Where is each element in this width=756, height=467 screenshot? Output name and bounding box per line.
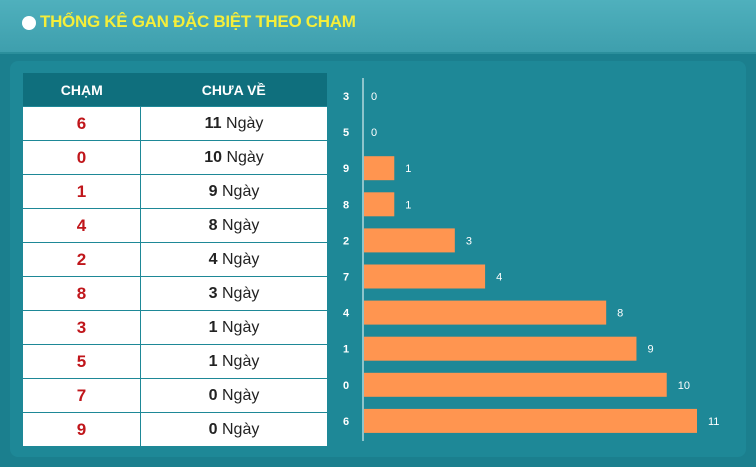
bar <box>364 156 395 181</box>
table-row: 6 11 Ngày <box>23 106 327 141</box>
chua-ve-cell: 10 Ngày <box>140 140 327 175</box>
days-count: 0 <box>208 420 218 438</box>
cham-cell: 5 <box>23 344 141 379</box>
days-count: 4 <box>208 250 218 268</box>
days-unit: Ngày <box>221 114 264 132</box>
days-count: 1 <box>208 318 218 336</box>
chart-bars: 3 05 09 18 12 37 44 81 90 106 11 <box>343 91 719 433</box>
column-header-cham: CHẠM <box>23 73 141 107</box>
days-unit: Ngày <box>217 284 260 302</box>
days-count: 3 <box>208 284 218 302</box>
gan-table: CHẠM CHƯA VỀ 6 11 Ngày 0 10 Ngày 1 9 Ngày 4 8 N… <box>23 73 327 446</box>
category-label: 9 <box>343 163 349 175</box>
days-unit: Ngày <box>217 352 260 370</box>
table-row: 0 10 Ngày <box>23 140 327 175</box>
chua-ve-cell: 9 Ngày <box>140 174 327 209</box>
chua-ve-cell: 0 Ngày <box>140 378 327 413</box>
category-label: 2 <box>343 235 349 247</box>
days-unit: Ngày <box>217 250 260 268</box>
days-count: 9 <box>208 182 218 200</box>
category-label: 6 <box>343 416 349 428</box>
value-label: 9 <box>647 344 653 356</box>
value-label: 0 <box>371 127 377 139</box>
bar <box>364 408 697 433</box>
days-unit: Ngày <box>217 318 260 336</box>
page-title: THỐNG KÊ GAN ĐẶC BIỆT THEO CHẠM <box>40 12 356 31</box>
chua-ve-cell: 8 Ngày <box>140 208 327 243</box>
bar <box>364 300 607 325</box>
cham-cell: 4 <box>23 208 141 243</box>
cham-cell: 0 <box>23 140 141 175</box>
value-label: 11 <box>708 416 719 428</box>
value-label: 1 <box>405 199 411 211</box>
cham-cell: 6 <box>23 106 141 141</box>
bar <box>364 192 395 217</box>
category-label: 8 <box>343 199 349 211</box>
cham-cell: 9 <box>23 412 141 446</box>
days-count: 10 <box>204 148 222 166</box>
cham-cell: 3 <box>23 310 141 345</box>
value-label: 10 <box>678 380 690 392</box>
header-bar: THỐNG KÊ GAN ĐẶC BIỆT THEO CHẠM <box>0 0 756 54</box>
bar <box>364 228 455 253</box>
days-count: 0 <box>208 386 218 404</box>
value-label: 1 <box>405 163 411 175</box>
table-header-row: CHẠM CHƯA VỀ <box>23 73 327 107</box>
cham-cell: 2 <box>23 242 141 277</box>
category-label: 1 <box>343 344 349 356</box>
cham-cell: 7 <box>23 378 141 413</box>
value-label: 0 <box>371 91 377 103</box>
bar <box>364 264 486 289</box>
days-unit: Ngày <box>222 148 264 166</box>
days-unit: Ngày <box>217 420 260 438</box>
cham-cell: 1 <box>23 174 141 209</box>
days-count: 1 <box>208 352 218 370</box>
category-label: 4 <box>343 308 350 320</box>
table-body: 6 11 Ngày 0 10 Ngày 1 9 Ngày 4 8 Ngày 2 4 Ngày 8 3 … <box>23 106 327 446</box>
column-header-chua-ve: CHƯA VỀ <box>140 73 327 107</box>
value-label: 4 <box>496 272 502 284</box>
chua-ve-cell: 0 Ngày <box>140 412 327 446</box>
chua-ve-cell: 11 Ngày <box>140 106 327 141</box>
value-label: 3 <box>466 235 472 247</box>
category-label: 5 <box>343 127 349 139</box>
chua-ve-cell: 4 Ngày <box>140 242 327 277</box>
days-unit: Ngày <box>217 386 260 404</box>
category-label: 3 <box>343 91 349 103</box>
bullet-icon <box>22 16 36 30</box>
value-label: 8 <box>617 308 623 320</box>
chua-ve-cell: 1 Ngày <box>140 344 327 379</box>
days-unit: Ngày <box>217 216 260 234</box>
chua-ve-cell: 3 Ngày <box>140 276 327 311</box>
bar <box>364 372 667 397</box>
bar <box>364 336 637 361</box>
category-label: 0 <box>343 380 349 392</box>
days-count: 11 <box>204 114 222 132</box>
category-label: 7 <box>343 272 349 284</box>
chua-ve-cell: 1 Ngày <box>140 310 327 345</box>
days-unit: Ngày <box>217 182 260 200</box>
cham-cell: 8 <box>23 276 141 311</box>
days-count: 8 <box>208 216 218 234</box>
